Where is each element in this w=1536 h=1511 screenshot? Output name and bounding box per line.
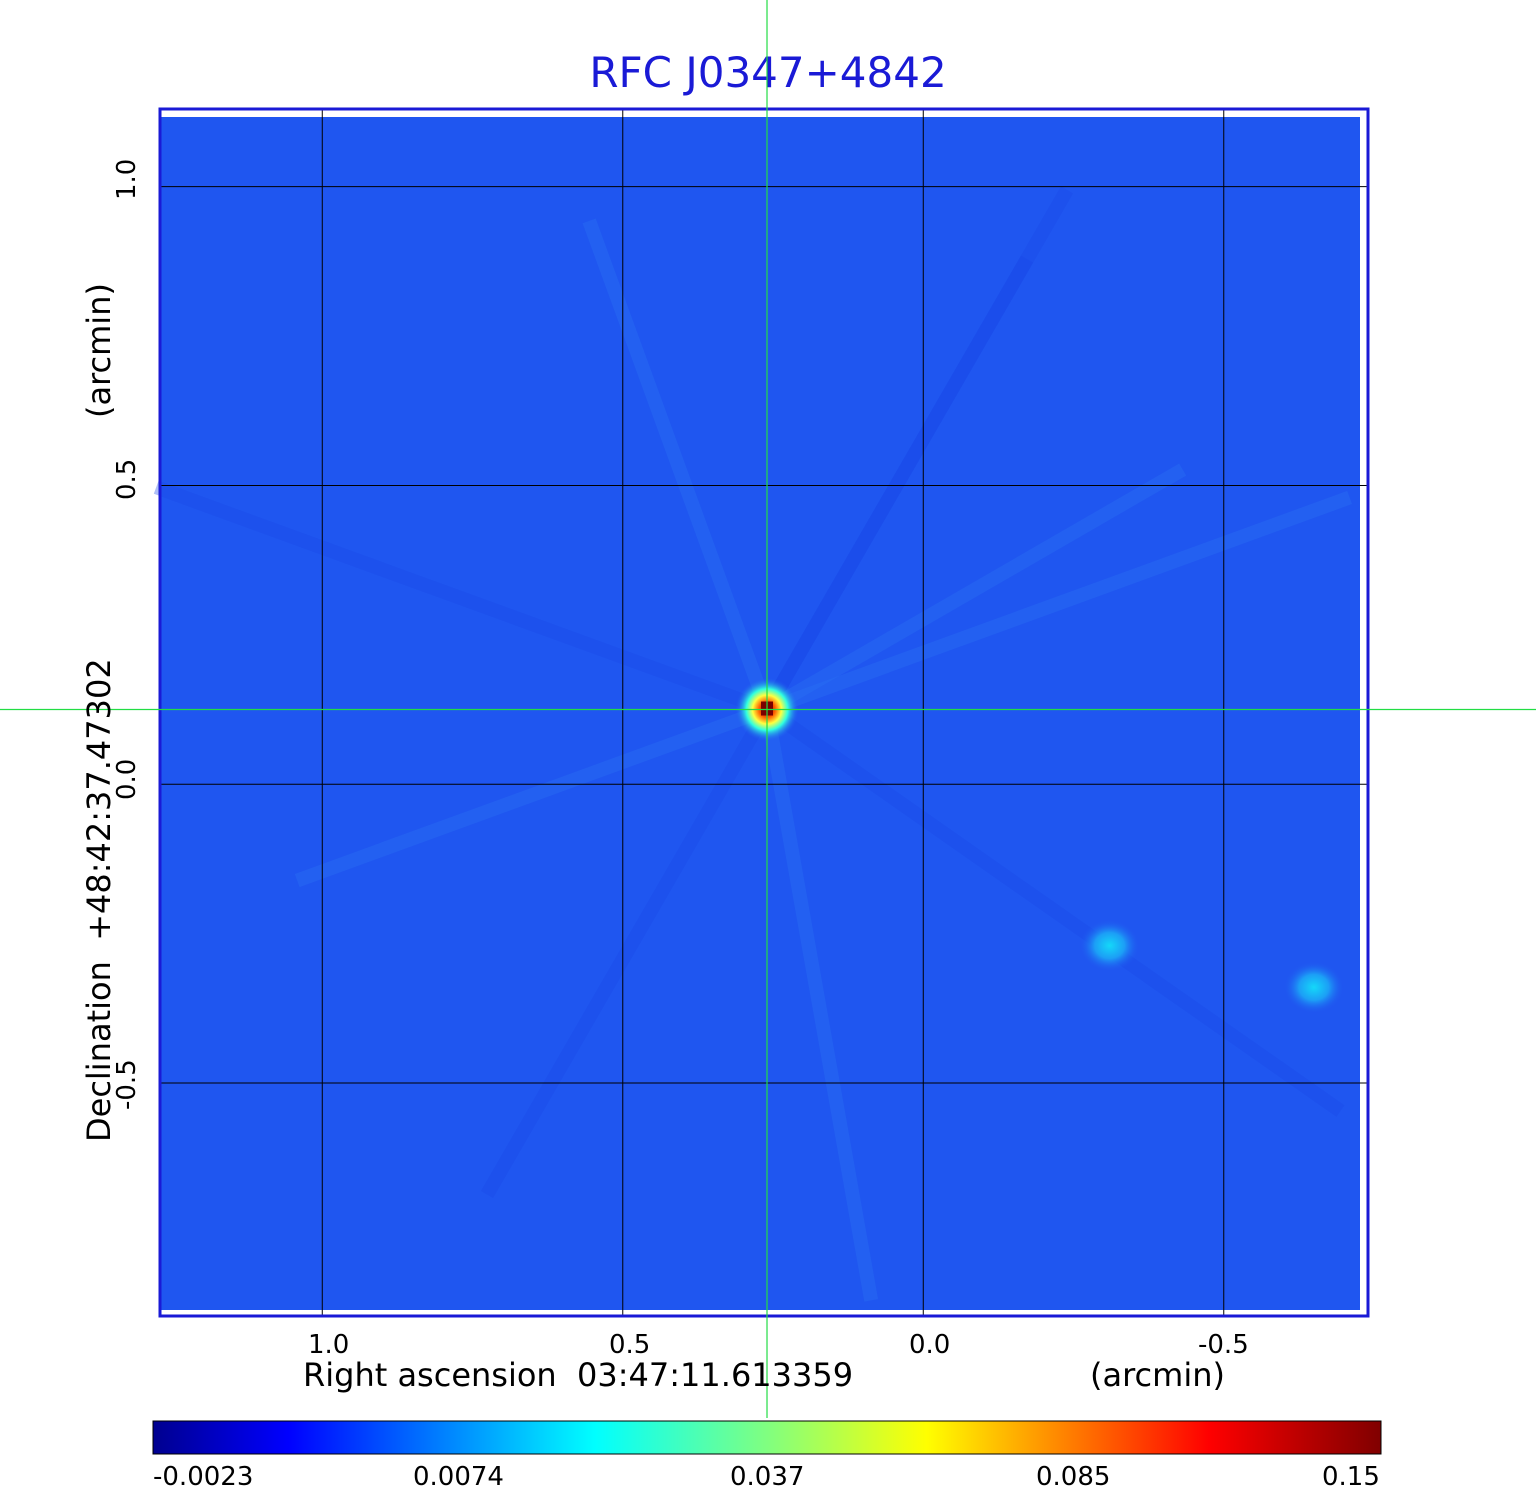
faint-source bbox=[1283, 961, 1344, 1014]
sidelobe-streak bbox=[582, 218, 774, 712]
faint-source bbox=[1079, 919, 1140, 972]
sidelobe-streak bbox=[480, 706, 774, 1198]
chart-title: RFC J0347+4842 bbox=[589, 48, 947, 97]
sidelobe-streak bbox=[764, 490, 1353, 717]
colorbar-tick-label: 0.037 bbox=[730, 1462, 805, 1492]
x-tick-label: 0.0 bbox=[909, 1330, 951, 1360]
y-axis-units: (arcmin) bbox=[80, 283, 118, 418]
colorbar-tick-label: 0.085 bbox=[1036, 1462, 1111, 1492]
sidelobe-streak bbox=[760, 255, 1034, 714]
colorbar-tick-label: 0.0074 bbox=[413, 1462, 504, 1492]
y-tick-label: 0.5 bbox=[112, 458, 142, 500]
x-axis-units: (arcmin) bbox=[1090, 1356, 1225, 1394]
colorbar bbox=[152, 1420, 1382, 1455]
colorbar-tick-label: 0.15 bbox=[1322, 1462, 1380, 1492]
sidelobe-streak bbox=[762, 703, 1345, 1117]
sidelobe-streak bbox=[153, 480, 770, 717]
sidelobe-streak bbox=[763, 463, 1187, 716]
x-tick-label: 0.5 bbox=[609, 1330, 651, 1360]
colorbar-tick-label: -0.0023 bbox=[153, 1462, 254, 1492]
x-axis-label: Right ascension 03:47:11.613359 bbox=[303, 1356, 854, 1394]
sidelobe-streak bbox=[760, 708, 879, 1302]
y-axis-label: Declination +48:42:37.47302 bbox=[80, 658, 118, 1142]
plot-frame bbox=[158, 107, 1370, 1318]
x-tick-label: 1.0 bbox=[308, 1330, 350, 1360]
x-tick-label: -0.5 bbox=[1198, 1330, 1249, 1360]
sidelobe-streak bbox=[760, 186, 1074, 714]
y-tick-label: 1.0 bbox=[112, 158, 142, 200]
sidelobe-streak bbox=[294, 702, 770, 888]
